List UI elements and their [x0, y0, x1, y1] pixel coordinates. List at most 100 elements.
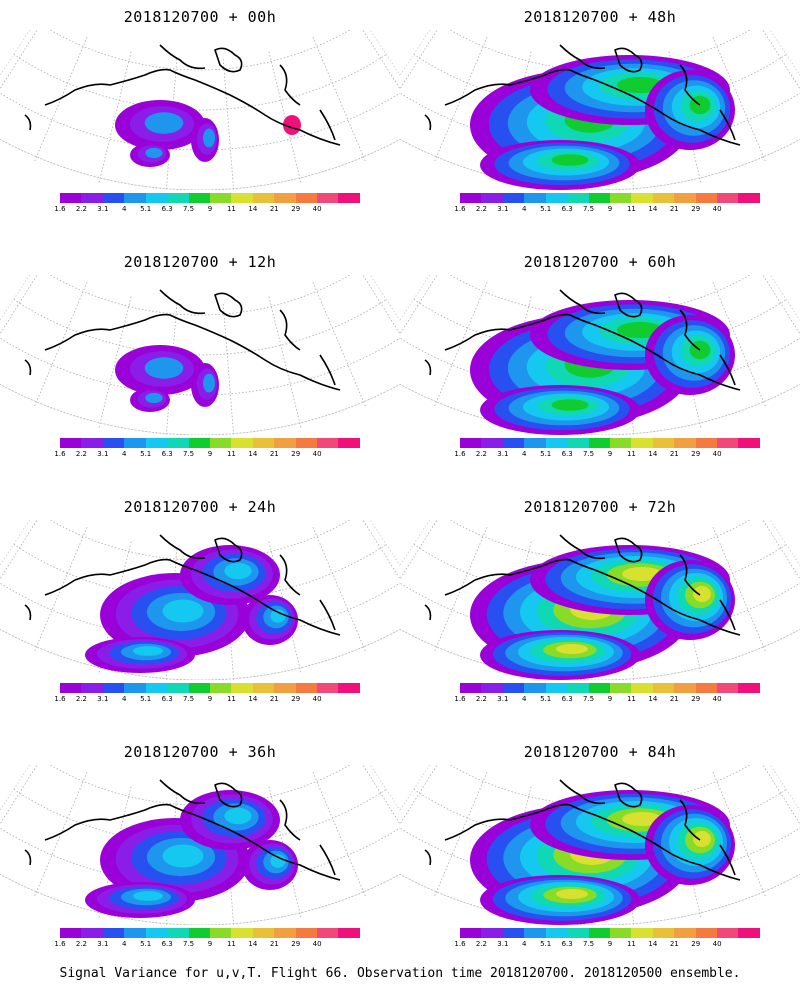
colorbar-swatch: [188, 438, 210, 448]
colorbar-label: 29: [691, 450, 701, 458]
variance-map: [400, 765, 800, 925]
variance-contour: [283, 115, 301, 135]
colorbar-swatch: [145, 683, 168, 693]
colorbar-label: 14: [648, 205, 658, 213]
colorbar-swatch: [609, 193, 632, 203]
colorbar-swatch: [652, 928, 675, 938]
colorbar-swatch: [317, 438, 339, 448]
colorbar-label: 1.6: [54, 450, 66, 458]
colorbar-labels: 1.6 2.2 3.1 4 5.1 6.3 7.5 9 11 14 21 29 40: [54, 450, 360, 460]
colorbar-swatch: [167, 193, 189, 203]
colorbar-swatch: [717, 438, 739, 448]
colorbar-label: 4: [522, 695, 527, 703]
colorbar-label: 3.1: [97, 205, 109, 213]
colorbar-label: 7.5: [182, 940, 195, 948]
map-panel: 2018120700 + 24h 1.6 2.2 3.1 4 5.1 6.3 7.5 9 11 14…: [0, 490, 400, 735]
colorbar-label: 11: [626, 450, 636, 458]
colorbar-label: 11: [226, 940, 236, 948]
colorbar-label: 21: [269, 695, 279, 703]
colorbar-label: 9: [207, 695, 213, 703]
map-panel: 2018120700 + 12h 1.6 2.2 3.1 4 5.1 6.3 7.5 9 11 14…: [0, 245, 400, 490]
colorbar-swatch: [738, 928, 760, 938]
colorbar-swatch: [460, 193, 482, 203]
colorbar-label: 2.2: [75, 205, 87, 213]
colorbar: [60, 683, 360, 693]
colorbar-swatch: [274, 928, 296, 938]
colorbar-swatch: [338, 193, 360, 203]
colorbar-label: 5.1: [140, 695, 152, 703]
colorbar-label: 9: [207, 940, 213, 948]
colorbar-swatch: [102, 928, 125, 938]
coastline: [24, 779, 341, 881]
colorbar-label: 21: [669, 205, 679, 213]
colorbar-swatch: [81, 683, 103, 693]
colorbar-swatch: [588, 438, 610, 448]
colorbar-labels: 1.6 2.2 3.1 4 5.1 6.3 7.5 9 11 14 21 29 40: [54, 940, 360, 950]
colorbar-swatch: [652, 438, 675, 448]
domain-outline: [0, 520, 400, 680]
domain-outline: [400, 30, 800, 190]
colorbar-label: 3.1: [497, 940, 509, 948]
variance-map: [400, 520, 800, 680]
colorbar-swatch: [481, 193, 503, 203]
panel-title: 2018120700 + 24h: [123, 498, 277, 516]
colorbar-swatch: [124, 193, 146, 203]
variance-contour: [622, 567, 662, 581]
variance-contour: [133, 646, 163, 656]
colorbar-swatch: [102, 438, 125, 448]
colorbar-label: 9: [607, 450, 613, 458]
panel-title: 2018120700 + 60h: [523, 253, 677, 271]
colorbar-swatch: [231, 438, 253, 448]
colorbar-label: 6.3: [561, 450, 573, 458]
panel-title: 2018120700 + 84h: [523, 743, 677, 761]
colorbar-label: 11: [626, 940, 636, 948]
colorbar-label: 9: [207, 205, 213, 213]
colorbar-label: 29: [691, 695, 701, 703]
colorbar-swatch: [524, 438, 546, 448]
colorbar-label: 2.2: [75, 940, 87, 948]
variance-contour: [224, 807, 252, 825]
colorbar-label: 1.6: [54, 205, 66, 213]
colorbar-swatch: [717, 193, 739, 203]
colorbar-label: 14: [248, 695, 258, 703]
figure-caption: Signal Variance for u,v,T. Flight 66. Ob…: [59, 966, 741, 981]
colorbar-swatch: [674, 928, 696, 938]
colorbar-label: 3.1: [97, 695, 109, 703]
variance-field: [470, 55, 735, 190]
colorbar-swatch: [738, 438, 760, 448]
colorbar-label: 1.6: [454, 940, 466, 948]
colorbar-swatch: [295, 438, 318, 448]
variance-contour: [616, 321, 664, 339]
variance-map: [0, 275, 400, 435]
variance-contour: [270, 609, 286, 623]
colorbar-label: 14: [248, 450, 258, 458]
colorbar-label: 29: [291, 205, 301, 213]
colorbar-label: 7.5: [582, 205, 595, 213]
colorbar-swatch: [524, 928, 546, 938]
colorbar-swatch: [295, 928, 318, 938]
map-panel: 2018120700 + 84h 1.6 2.2 3.1 4 5.1 6.3 7.5 9 11 14…: [400, 735, 800, 980]
colorbar-labels: 1.6 2.2 3.1 4 5.1 6.3 7.5 9 11 14 21 29 40: [454, 450, 760, 460]
variance-contour: [145, 147, 163, 159]
panel-title: 2018120700 + 72h: [523, 498, 677, 516]
colorbar-label: 40: [312, 205, 322, 213]
colorbar: [460, 928, 760, 938]
colorbar-label: 29: [291, 695, 301, 703]
colorbar-swatch: [167, 438, 189, 448]
colorbar-label: 14: [648, 940, 658, 948]
colorbar-label: 2.2: [75, 450, 87, 458]
colorbar-label: 21: [669, 695, 679, 703]
colorbar-swatch: [338, 683, 360, 693]
colorbar-swatch: [567, 438, 589, 448]
colorbar-swatch: [124, 928, 146, 938]
variance-contour: [616, 76, 664, 94]
colorbar-label: 11: [226, 695, 236, 703]
colorbar-swatch: [209, 193, 232, 203]
colorbar-swatch: [695, 438, 718, 448]
colorbar-label: 2.2: [75, 695, 87, 703]
colorbar: [460, 438, 760, 448]
colorbar-swatch: [609, 438, 632, 448]
colorbar-label: 3.1: [497, 450, 509, 458]
colorbar-labels: 1.6 2.2 3.1 4 5.1 6.3 7.5 9 11 14 21 29 40: [454, 205, 760, 215]
colorbar-labels: 1.6 2.2 3.1 4 5.1 6.3 7.5 9 11 14 21 29 40: [454, 695, 760, 705]
